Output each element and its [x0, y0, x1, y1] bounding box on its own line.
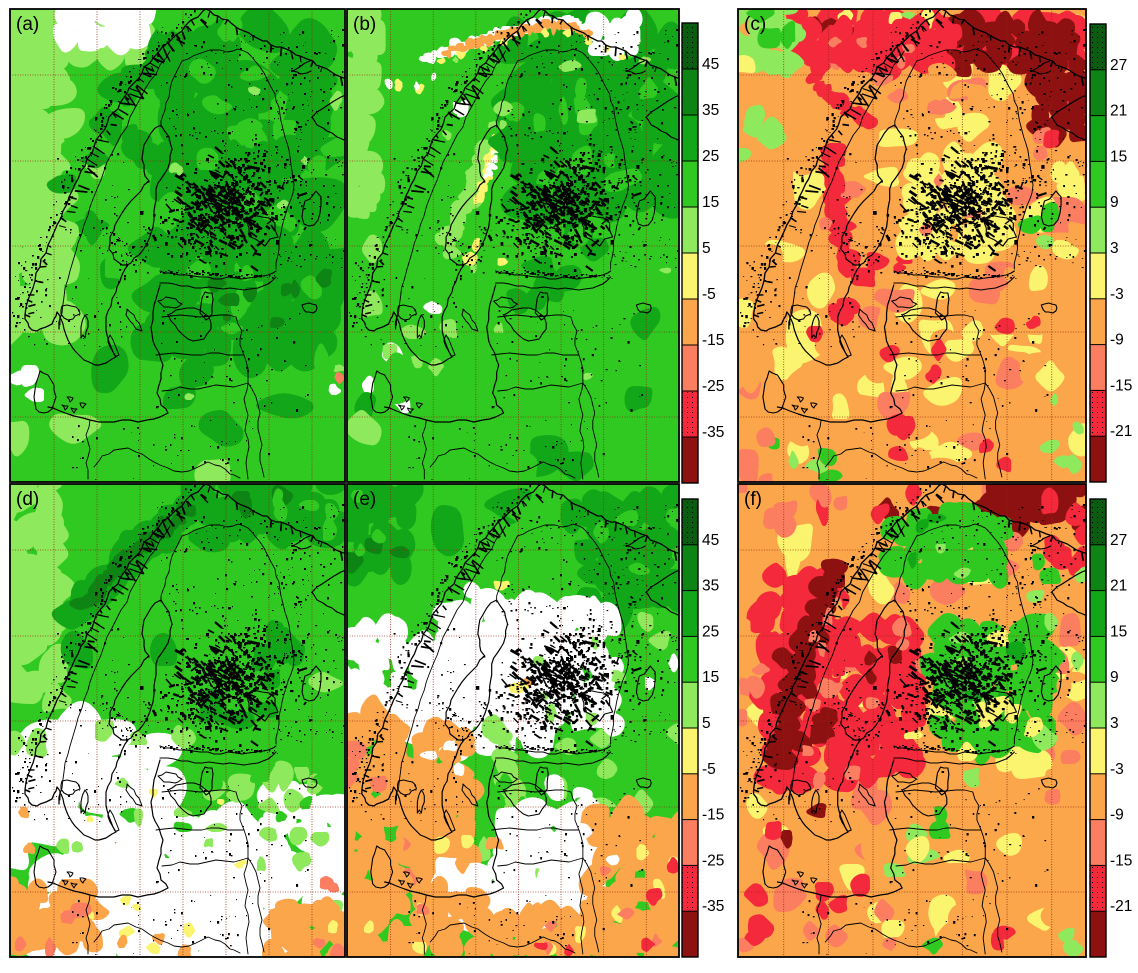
svg-text:-21: -21 — [1110, 898, 1132, 915]
svg-text:-21: -21 — [1110, 423, 1132, 440]
svg-text:25: 25 — [702, 148, 719, 165]
svg-text:-35: -35 — [702, 424, 724, 441]
svg-text:5: 5 — [702, 240, 711, 257]
svg-text:27: 27 — [1110, 532, 1127, 549]
svg-text:-15: -15 — [702, 332, 724, 349]
svg-text:15: 15 — [1110, 148, 1127, 165]
svg-text:25: 25 — [702, 623, 719, 640]
svg-text:35: 35 — [702, 578, 719, 595]
svg-text:-25: -25 — [702, 378, 724, 395]
svg-text:9: 9 — [1110, 669, 1119, 686]
svg-text:27: 27 — [1110, 57, 1127, 74]
svg-text:-5: -5 — [702, 761, 716, 778]
svg-text:21: 21 — [1110, 103, 1127, 120]
svg-text:-15: -15 — [1110, 377, 1132, 394]
svg-text:-35: -35 — [702, 898, 724, 915]
svg-text:15: 15 — [1110, 623, 1127, 640]
svg-text:35: 35 — [702, 102, 719, 119]
svg-text:45: 45 — [702, 532, 719, 549]
svg-text:3: 3 — [1110, 715, 1119, 732]
svg-text:(a): (a) — [16, 14, 39, 35]
svg-text:-9: -9 — [1110, 807, 1124, 824]
svg-text:15: 15 — [702, 669, 719, 686]
svg-text:-3: -3 — [1110, 286, 1124, 303]
svg-text:21: 21 — [1110, 578, 1127, 595]
svg-text:15: 15 — [702, 194, 719, 211]
svg-text:-5: -5 — [702, 286, 716, 303]
svg-text:(d): (d) — [16, 489, 39, 510]
svg-text:(b): (b) — [353, 14, 376, 35]
svg-text:(c): (c) — [744, 14, 766, 35]
svg-text:-3: -3 — [1110, 761, 1124, 778]
svg-text:9: 9 — [1110, 194, 1119, 211]
svg-text:(e): (e) — [353, 489, 376, 510]
svg-text:45: 45 — [702, 56, 719, 73]
svg-text:-15: -15 — [1110, 852, 1132, 869]
svg-text:-25: -25 — [702, 852, 724, 869]
svg-text:-15: -15 — [702, 807, 724, 824]
svg-text:-9: -9 — [1110, 332, 1124, 349]
svg-text:5: 5 — [702, 715, 711, 732]
svg-text:3: 3 — [1110, 240, 1119, 257]
svg-text:(f): (f) — [744, 489, 762, 510]
